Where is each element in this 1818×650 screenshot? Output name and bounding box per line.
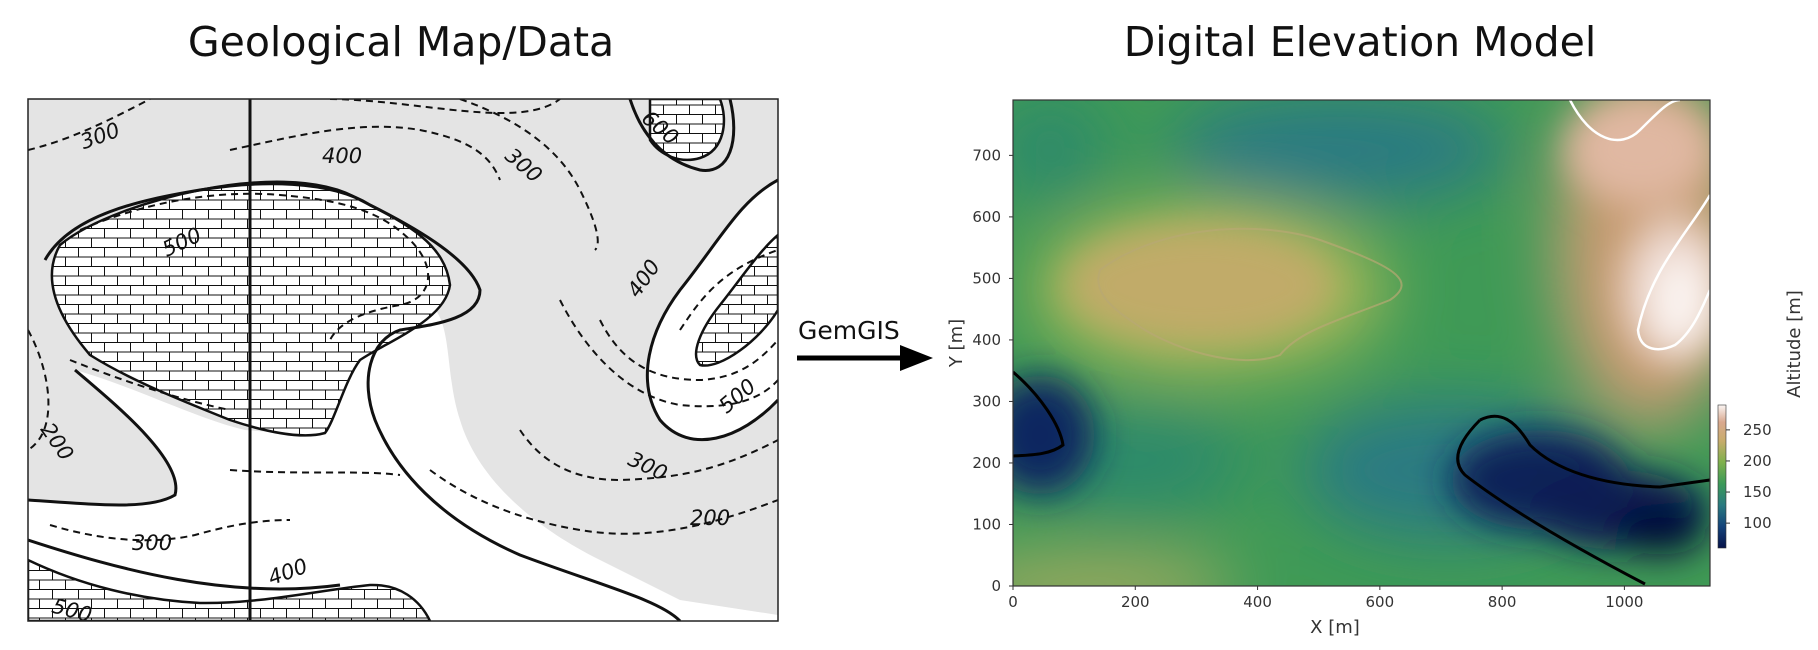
x-axis-label: X [m] [1310, 617, 1360, 638]
x-axis: 0 200 400 600 800 1000 [1008, 586, 1643, 611]
x-tick-label: 400 [1243, 593, 1272, 611]
y-axis-label: Y [m] [946, 319, 967, 368]
x-tick-label: 800 [1488, 593, 1517, 611]
contour-label: 200 [690, 506, 730, 530]
colorbar-tick-label: 150 [1743, 483, 1772, 501]
dashed-contours [28, 99, 778, 542]
dem-frame [1012, 99, 1711, 587]
dem-heatmap [1013, 100, 1710, 586]
gemgis-arrow-label: GemGIS [798, 316, 900, 345]
y-tick-label: 400 [972, 331, 1001, 349]
colorbar-label: Altitude [m] [1784, 290, 1805, 398]
x-tick-label: 200 [1121, 593, 1150, 611]
y-tick-label: 500 [972, 269, 1001, 287]
x-tick-label: 1000 [1605, 593, 1643, 611]
gemgis-arrow [797, 345, 933, 371]
colorbar-tick-label: 200 [1743, 452, 1772, 470]
valley-unit [28, 299, 778, 621]
y-tick-label: 700 [972, 146, 1001, 164]
limestone-east [694, 233, 778, 367]
y-tick-label: 100 [972, 515, 1001, 533]
y-axis: 0 100 200 300 400 500 600 700 [972, 146, 1013, 595]
colorbar-tick-label: 100 [1743, 514, 1772, 532]
colorbar-gradient [1717, 404, 1727, 549]
contour-label: 400 [322, 144, 362, 168]
map-frame [27, 98, 779, 622]
geological-map-title: Geological Map/Data [187, 18, 615, 66]
limestone-south [28, 558, 432, 621]
dem-title: Digital Elevation Model [1123, 18, 1597, 66]
colorbar: 100 150 200 250 Altitude [m] [1717, 290, 1805, 549]
solid-contours [28, 99, 778, 621]
valley-unit-right [647, 180, 778, 440]
y-tick-label: 0 [991, 577, 1001, 595]
y-tick-label: 300 [972, 392, 1001, 410]
colorbar-ticks: 100 150 200 250 [1726, 421, 1772, 532]
y-tick-label: 200 [972, 454, 1001, 472]
dem-contours [1013, 100, 1710, 586]
arrow-head-icon [900, 345, 933, 371]
x-tick-label: 0 [1008, 593, 1018, 611]
x-tick-label: 600 [1366, 593, 1395, 611]
y-tick-label: 600 [972, 208, 1001, 226]
geological-map: 300 400 300 600 500 400 500 200 300 200 … [28, 99, 778, 621]
contour-label: 300 [132, 531, 172, 555]
colorbar-tick-label: 250 [1743, 421, 1772, 439]
